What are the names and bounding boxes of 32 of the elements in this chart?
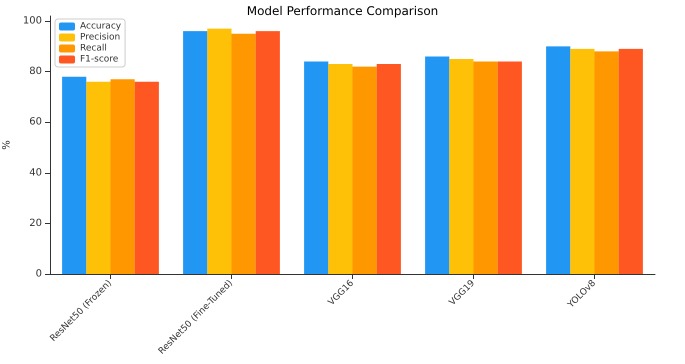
bar <box>570 48 594 274</box>
bar <box>498 62 522 274</box>
legend-label: Recall <box>80 44 107 54</box>
bar <box>256 31 280 274</box>
bar <box>546 46 570 274</box>
bar <box>425 56 450 274</box>
bar <box>62 76 86 274</box>
y-tick-label: 20 <box>29 218 42 229</box>
legend-label: F1-score <box>80 54 119 64</box>
bar <box>352 66 377 274</box>
bar <box>618 48 643 274</box>
bar <box>110 79 135 274</box>
y-tick-label: 40 <box>29 167 42 178</box>
bar <box>449 59 474 274</box>
bar <box>207 28 232 274</box>
y-tick-label: 100 <box>22 16 42 27</box>
y-tick-label: 0 <box>36 268 42 280</box>
bar <box>304 62 328 274</box>
legend-label: Accuracy <box>80 22 122 32</box>
bar <box>86 82 110 274</box>
bar <box>134 82 159 274</box>
legend-label: Precision <box>80 32 120 42</box>
chart-title: Model Performance Comparison <box>246 4 438 18</box>
y-tick-label: 80 <box>29 66 42 78</box>
y-axis-title: % <box>2 140 13 150</box>
bar <box>376 64 401 274</box>
bar <box>183 31 208 274</box>
bar <box>232 34 256 274</box>
bar <box>474 62 498 274</box>
bar <box>594 51 619 274</box>
bar <box>328 64 352 274</box>
y-tick-label: 60 <box>29 116 42 128</box>
